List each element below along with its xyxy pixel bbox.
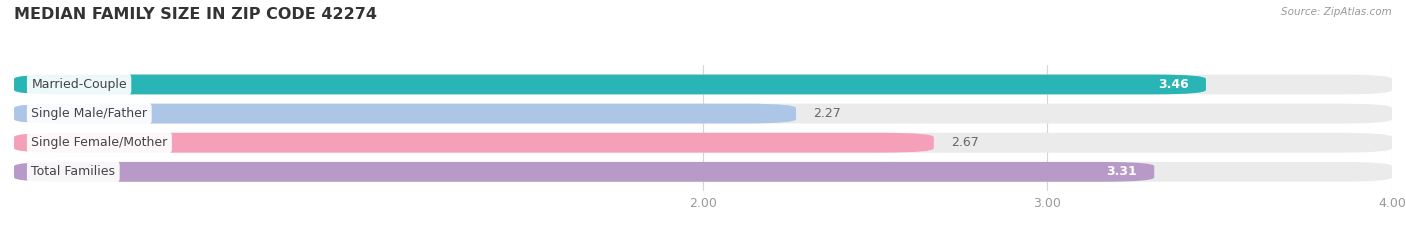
Text: Married-Couple: Married-Couple [31, 78, 127, 91]
Text: Source: ZipAtlas.com: Source: ZipAtlas.com [1281, 7, 1392, 17]
FancyBboxPatch shape [14, 133, 934, 153]
FancyBboxPatch shape [14, 104, 1392, 123]
Text: 2.27: 2.27 [813, 107, 841, 120]
Text: Single Male/Father: Single Male/Father [31, 107, 148, 120]
Text: MEDIAN FAMILY SIZE IN ZIP CODE 42274: MEDIAN FAMILY SIZE IN ZIP CODE 42274 [14, 7, 377, 22]
FancyBboxPatch shape [14, 104, 796, 123]
FancyBboxPatch shape [14, 133, 1392, 153]
Text: 3.46: 3.46 [1159, 78, 1188, 91]
Text: Single Female/Mother: Single Female/Mother [31, 136, 167, 149]
FancyBboxPatch shape [14, 75, 1392, 94]
Text: Total Families: Total Families [31, 165, 115, 178]
Text: 2.67: 2.67 [950, 136, 979, 149]
FancyBboxPatch shape [14, 162, 1154, 182]
FancyBboxPatch shape [14, 162, 1392, 182]
FancyBboxPatch shape [14, 75, 1206, 94]
Text: 3.31: 3.31 [1107, 165, 1137, 178]
